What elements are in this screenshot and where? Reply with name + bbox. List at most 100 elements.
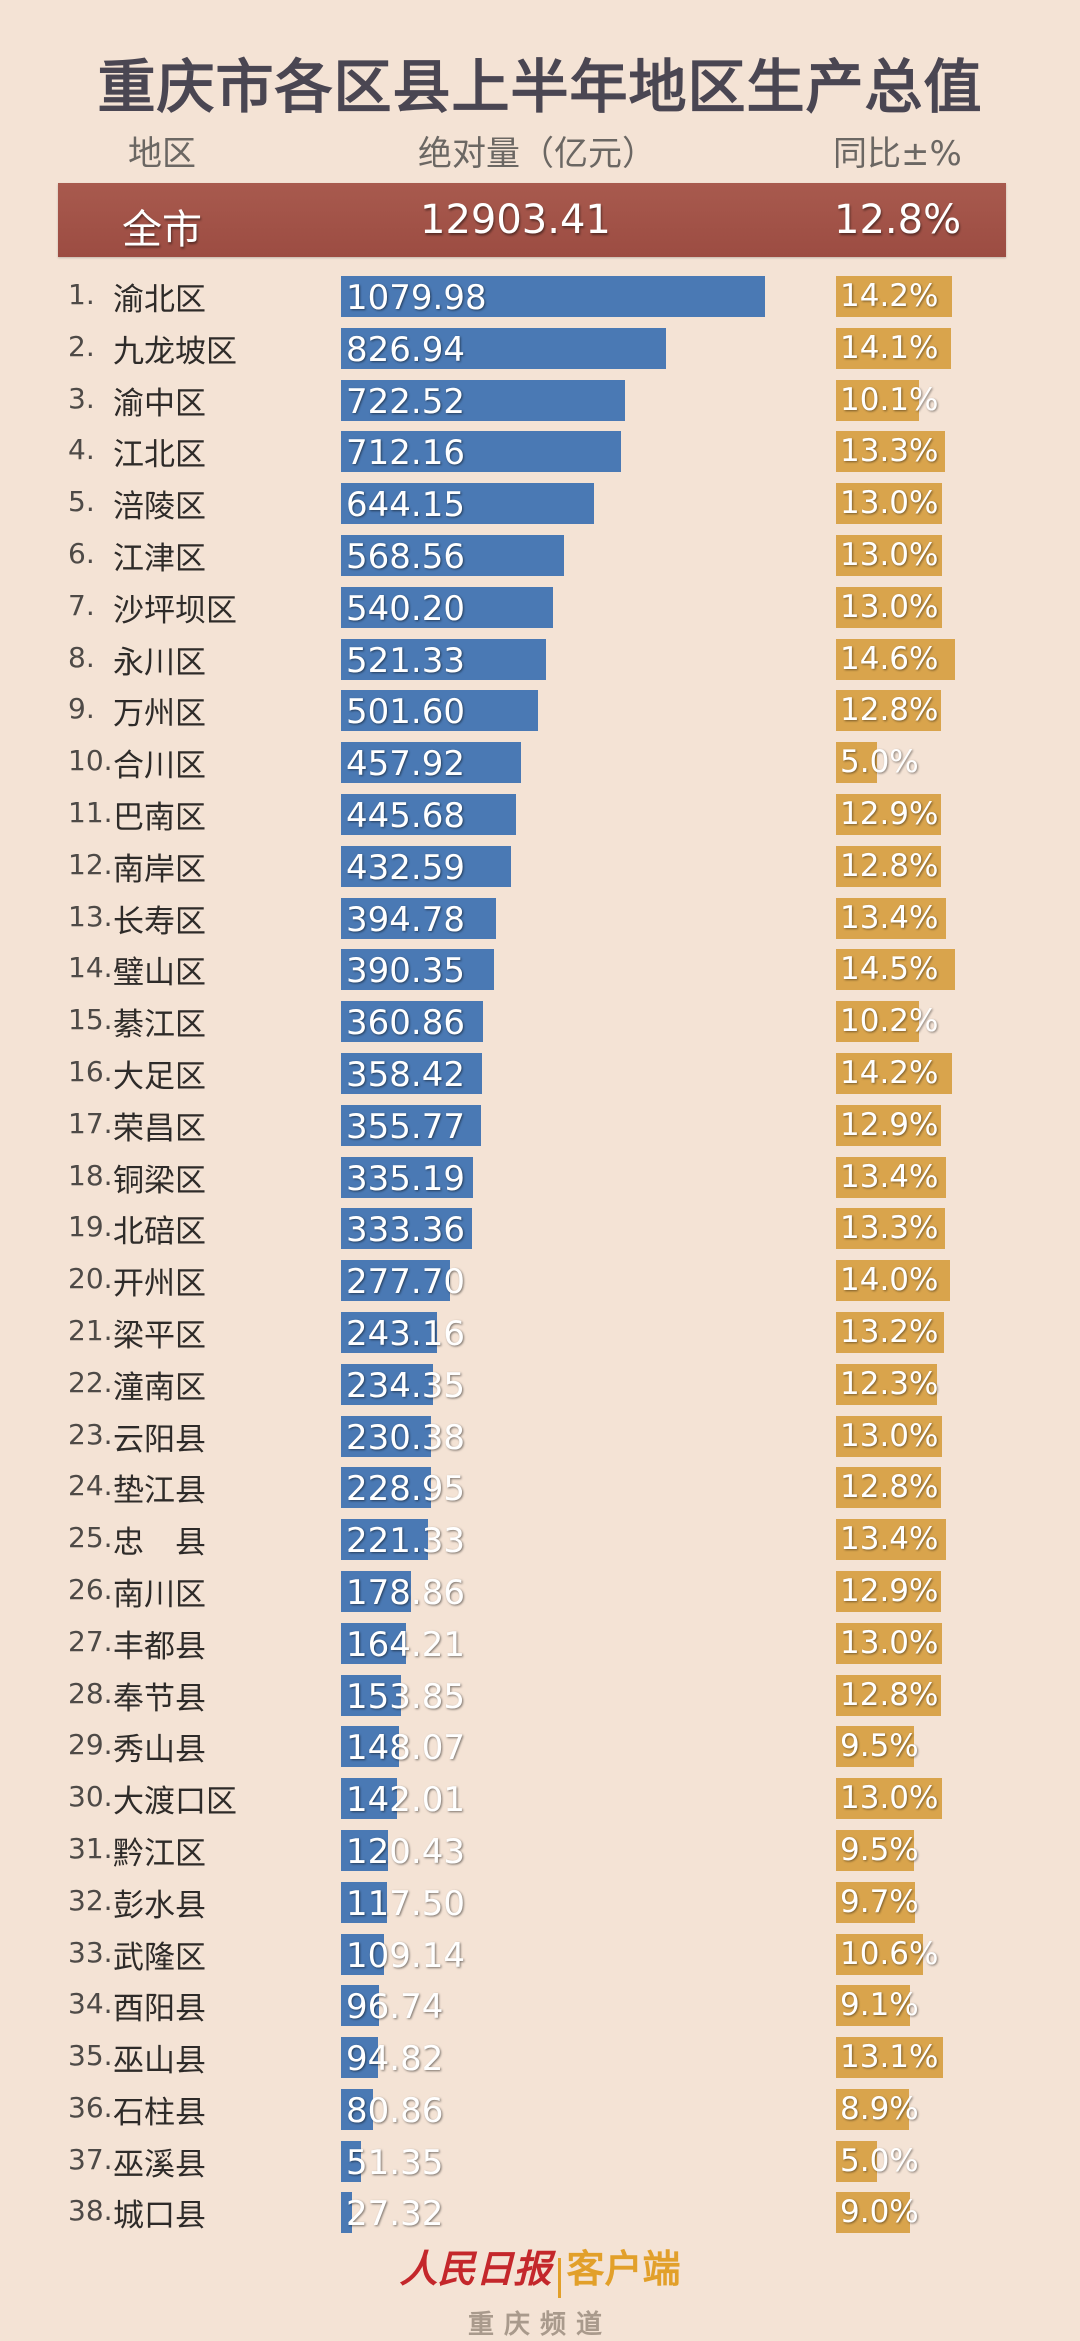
value-label: 712.16 [346,433,465,474]
rank-number: 28. [68,1676,113,1710]
value-bar [341,483,594,525]
table-row: 19. 北碚区 333.36 13.3% [0,1204,1080,1256]
value-label: 644.15 [346,485,465,526]
growth-bar [836,1415,943,1457]
value-label: 390.35 [346,951,465,992]
growth-label: 13.4% [840,1158,939,1195]
table-row: 18. 铜梁区 335.19 13.4% [0,1153,1080,1205]
value-bar [341,1156,473,1198]
growth-bar [836,1519,946,1561]
rank-number: 32. [68,1883,113,1917]
table-row: 27. 丰都县 164.21 13.0% [0,1619,1080,1671]
growth-label: 13.0% [840,1624,939,1661]
rank-number: 30. [68,1780,113,1814]
value-bar [341,1985,379,2027]
value-bar [341,1570,412,1612]
channel-name: 重庆频道 [467,2309,612,2340]
value-label: 117.50 [346,1883,465,1924]
growth-bar [836,1985,911,2027]
value-label: 1079.98 [346,278,487,318]
table-row: 1. 渝北区 1079.98 14.2% [0,272,1080,324]
region-name: 綦江区 [113,1007,206,1044]
value-label: 234.35 [346,1365,465,1406]
growth-label: 12.9% [840,1572,939,1609]
growth-label: 12.9% [840,795,939,832]
value-label: 96.74 [346,1987,444,2028]
rank-number: 6. [68,536,95,570]
growth-bar [836,1052,952,1094]
table-row: 3. 渝中区 722.52 10.1% [0,376,1080,428]
value-bar [341,1260,450,1302]
table-row: 2. 九龙坡区 826.94 14.1% [0,324,1080,376]
growth-label: 13.4% [840,1521,939,1558]
value-bar [341,534,565,576]
value-bar [341,1311,437,1353]
growth-bar [836,1933,923,1975]
table-row: 33. 武隆区 109.14 10.6% [0,1930,1080,1982]
rank-number: 27. [68,1624,113,1658]
table-row: 7. 沙坪坝区 540.20 13.0% [0,583,1080,635]
growth-bar [836,2037,943,2079]
rank-number: 26. [68,1572,113,1606]
table-row: 24. 垫江县 228.95 12.8% [0,1463,1080,1515]
rank-number: 29. [68,1728,113,1762]
value-label: 521.33 [346,640,465,681]
growth-bar [836,1104,942,1146]
value-bar [341,327,666,369]
chart-rows: 1. 渝北区 1079.98 14.2% 2. 九龙坡区 826.94 14.1% 3. 渝中区 7… [0,272,1080,2240]
growth-bar [836,897,946,939]
region-name: 江津区 [113,540,206,577]
region-name: 九龙坡区 [113,333,237,370]
growth-bar [836,1260,951,1302]
value-label: 178.86 [346,1572,465,1613]
value-label: 228.95 [346,1469,465,1510]
growth-label: 12.8% [840,1469,939,1506]
region-name: 忠 县 [113,1525,206,1562]
rank-number: 22. [68,1365,113,1399]
value-label: 230.38 [346,1417,465,1458]
value-label: 394.78 [346,899,465,940]
rank-number: 21. [68,1313,113,1347]
value-label: 277.70 [346,1262,465,1303]
rank-number: 16. [68,1054,113,1088]
table-row: 22. 潼南区 234.35 12.3% [0,1360,1080,1412]
region-name: 梁平区 [113,1317,206,1354]
value-label: 333.36 [346,1210,465,1251]
growth-label: 5.0% [840,2142,919,2179]
growth-label: 12.8% [840,692,939,729]
value-label: 164.21 [346,1624,465,1665]
growth-bar [836,1363,937,1405]
value-label: 120.43 [346,1831,465,1872]
value-label: 221.33 [346,1521,465,1562]
value-label: 94.82 [346,2039,444,2080]
growth-bar [836,431,945,473]
growth-bar [836,1726,914,1768]
table-row: 21. 梁平区 243.16 13.2% [0,1308,1080,1360]
region-name: 南川区 [113,1576,206,1613]
value-bar [341,379,625,421]
value-label: 148.07 [346,1728,465,1769]
table-row: 34. 酉阳县 96.74 9.1% [0,1981,1080,2033]
growth-label: 13.0% [840,588,939,625]
growth-bar [836,1829,914,1871]
region-name: 南岸区 [113,851,206,888]
rank-number: 10. [68,744,113,778]
value-bar [341,1467,431,1509]
value-bar [341,431,621,473]
value-label: 355.77 [346,1106,465,1147]
growth-bar [836,2192,910,2234]
value-bar [341,276,765,317]
growth-label: 14.5% [840,951,939,988]
value-label: 27.32 [346,2194,444,2235]
region-name: 永川区 [113,644,206,681]
region-name: 巴南区 [113,799,206,836]
table-row: 35. 巫山县 94.82 13.1% [0,2033,1080,2085]
rank-number: 17. [68,1106,113,1140]
value-bar [341,1674,402,1716]
value-bar [341,1829,389,1871]
column-header-region: 地区 [128,134,196,174]
value-label: 568.56 [346,536,465,577]
value-bar [341,949,495,991]
growth-label: 13.4% [840,899,939,936]
rank-number: 37. [68,2142,113,2176]
